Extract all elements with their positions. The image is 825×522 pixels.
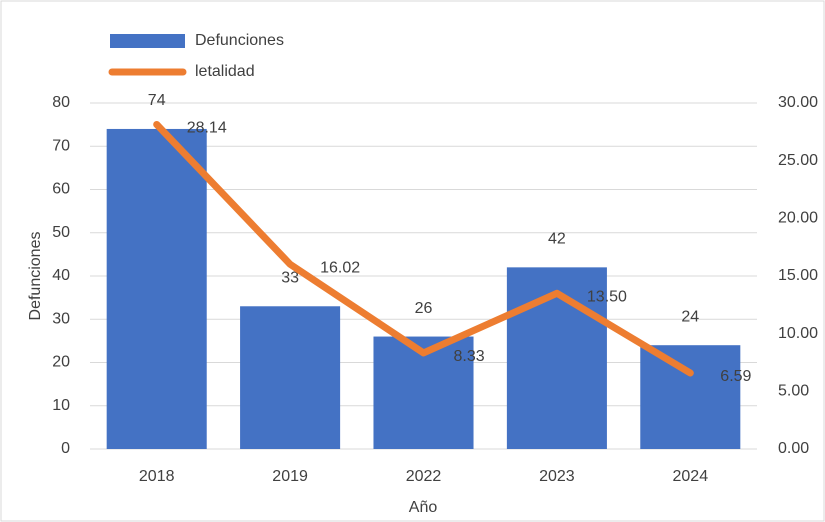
bar-value-label: 74 <box>148 92 166 109</box>
bar <box>106 128 207 449</box>
legend-label: letalidad <box>195 63 255 80</box>
y2-tick-label: 5.00 <box>778 383 809 400</box>
y2-tick-label: 10.00 <box>778 325 818 342</box>
y2-tick-label: 15.00 <box>778 267 818 284</box>
x-tick-label: 2023 <box>539 468 575 485</box>
line-value-label: 6.59 <box>720 368 751 385</box>
y-tick-label: 70 <box>52 137 70 154</box>
y-tick-label: 30 <box>52 310 70 327</box>
y-tick-label: 0 <box>61 440 70 457</box>
line-value-label: 16.02 <box>320 259 360 276</box>
y2-tick-label: 25.00 <box>778 152 818 169</box>
y2-tick-label: 0.00 <box>778 440 809 457</box>
x-axis-label: Año <box>409 499 438 516</box>
y-tick-label: 60 <box>52 181 70 198</box>
bar-value-label: 26 <box>415 300 433 317</box>
y-axis-label: Defunciones <box>27 232 44 321</box>
x-tick-label: 2019 <box>272 468 308 485</box>
bar <box>506 267 607 449</box>
bar-value-label: 42 <box>548 231 566 248</box>
line-value-label: 8.33 <box>454 348 485 365</box>
bar-value-label: 33 <box>281 269 299 286</box>
legend-swatch <box>110 34 185 48</box>
x-tick-label: 2018 <box>139 468 175 485</box>
y-tick-label: 20 <box>52 354 70 371</box>
y-tick-label: 40 <box>52 267 70 284</box>
bar-value-label: 24 <box>681 308 699 325</box>
line-value-label: 28.14 <box>187 120 227 137</box>
x-tick-label: 2022 <box>406 468 442 485</box>
legend-label: Defunciones <box>195 32 284 49</box>
y-tick-label: 10 <box>52 397 70 414</box>
x-tick-label: 2024 <box>673 468 709 485</box>
line-value-label: 13.50 <box>587 289 627 306</box>
y2-tick-label: 30.00 <box>778 94 818 111</box>
line <box>153 120 694 377</box>
bar <box>640 345 741 449</box>
bar <box>240 306 341 449</box>
y-tick-label: 80 <box>52 94 70 111</box>
y2-tick-label: 20.00 <box>778 210 818 227</box>
y-tick-label: 50 <box>52 224 70 241</box>
